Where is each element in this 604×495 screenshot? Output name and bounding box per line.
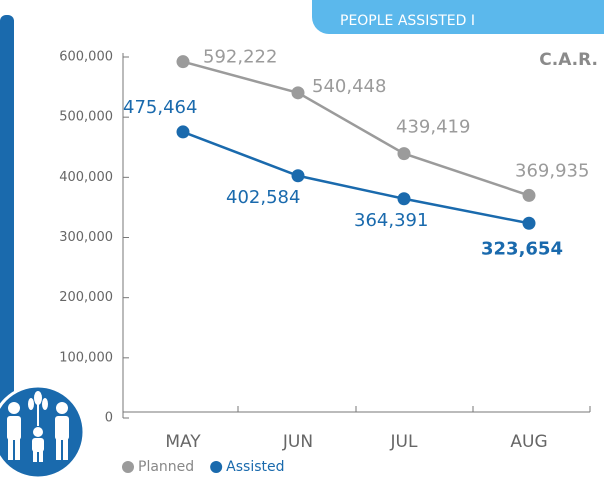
y-tick-label: 500,000 (59, 110, 113, 125)
point (176, 55, 190, 69)
data-label: 540,448 (312, 76, 386, 97)
legend-swatch (122, 461, 134, 473)
y-tick-label: 200,000 (59, 290, 113, 305)
point (397, 192, 411, 206)
data-label: 323,654 (481, 238, 563, 259)
point (522, 188, 536, 202)
x-tick-label: JUL (390, 432, 418, 452)
legend-swatch (210, 461, 223, 473)
data-label: 402,584 (226, 187, 300, 208)
logo (0, 384, 86, 480)
chart-title: C.A.R. (539, 50, 598, 70)
series-line (182, 60, 530, 197)
data-label: 592,222 (203, 47, 277, 68)
y-tick-label: 100,000 (59, 350, 113, 365)
point (522, 216, 536, 230)
x-tick-label: JUN (282, 432, 313, 452)
data-label: 369,935 (515, 160, 589, 181)
x-tick-label: MAY (165, 432, 201, 452)
y-tick-label: 0 (105, 411, 113, 426)
point (291, 86, 305, 100)
banner-text: PEOPLE ASSISTED I (340, 13, 475, 29)
point (397, 147, 411, 161)
data-label: 439,419 (396, 117, 470, 138)
legend-label: Planned (138, 459, 194, 475)
data-label: 475,464 (123, 97, 197, 118)
legend-label: Assisted (226, 459, 284, 475)
data-label: 364,391 (354, 210, 428, 231)
y-tick-label: 300,000 (59, 230, 113, 245)
point (176, 125, 190, 139)
x-tick-label: AUG (510, 432, 547, 452)
series-line (182, 130, 530, 225)
side-bar (0, 15, 14, 415)
y-tick-label: 600,000 (59, 50, 113, 65)
y-tick-label: 400,000 (59, 170, 113, 185)
banner (311, 0, 604, 35)
point (291, 169, 305, 183)
